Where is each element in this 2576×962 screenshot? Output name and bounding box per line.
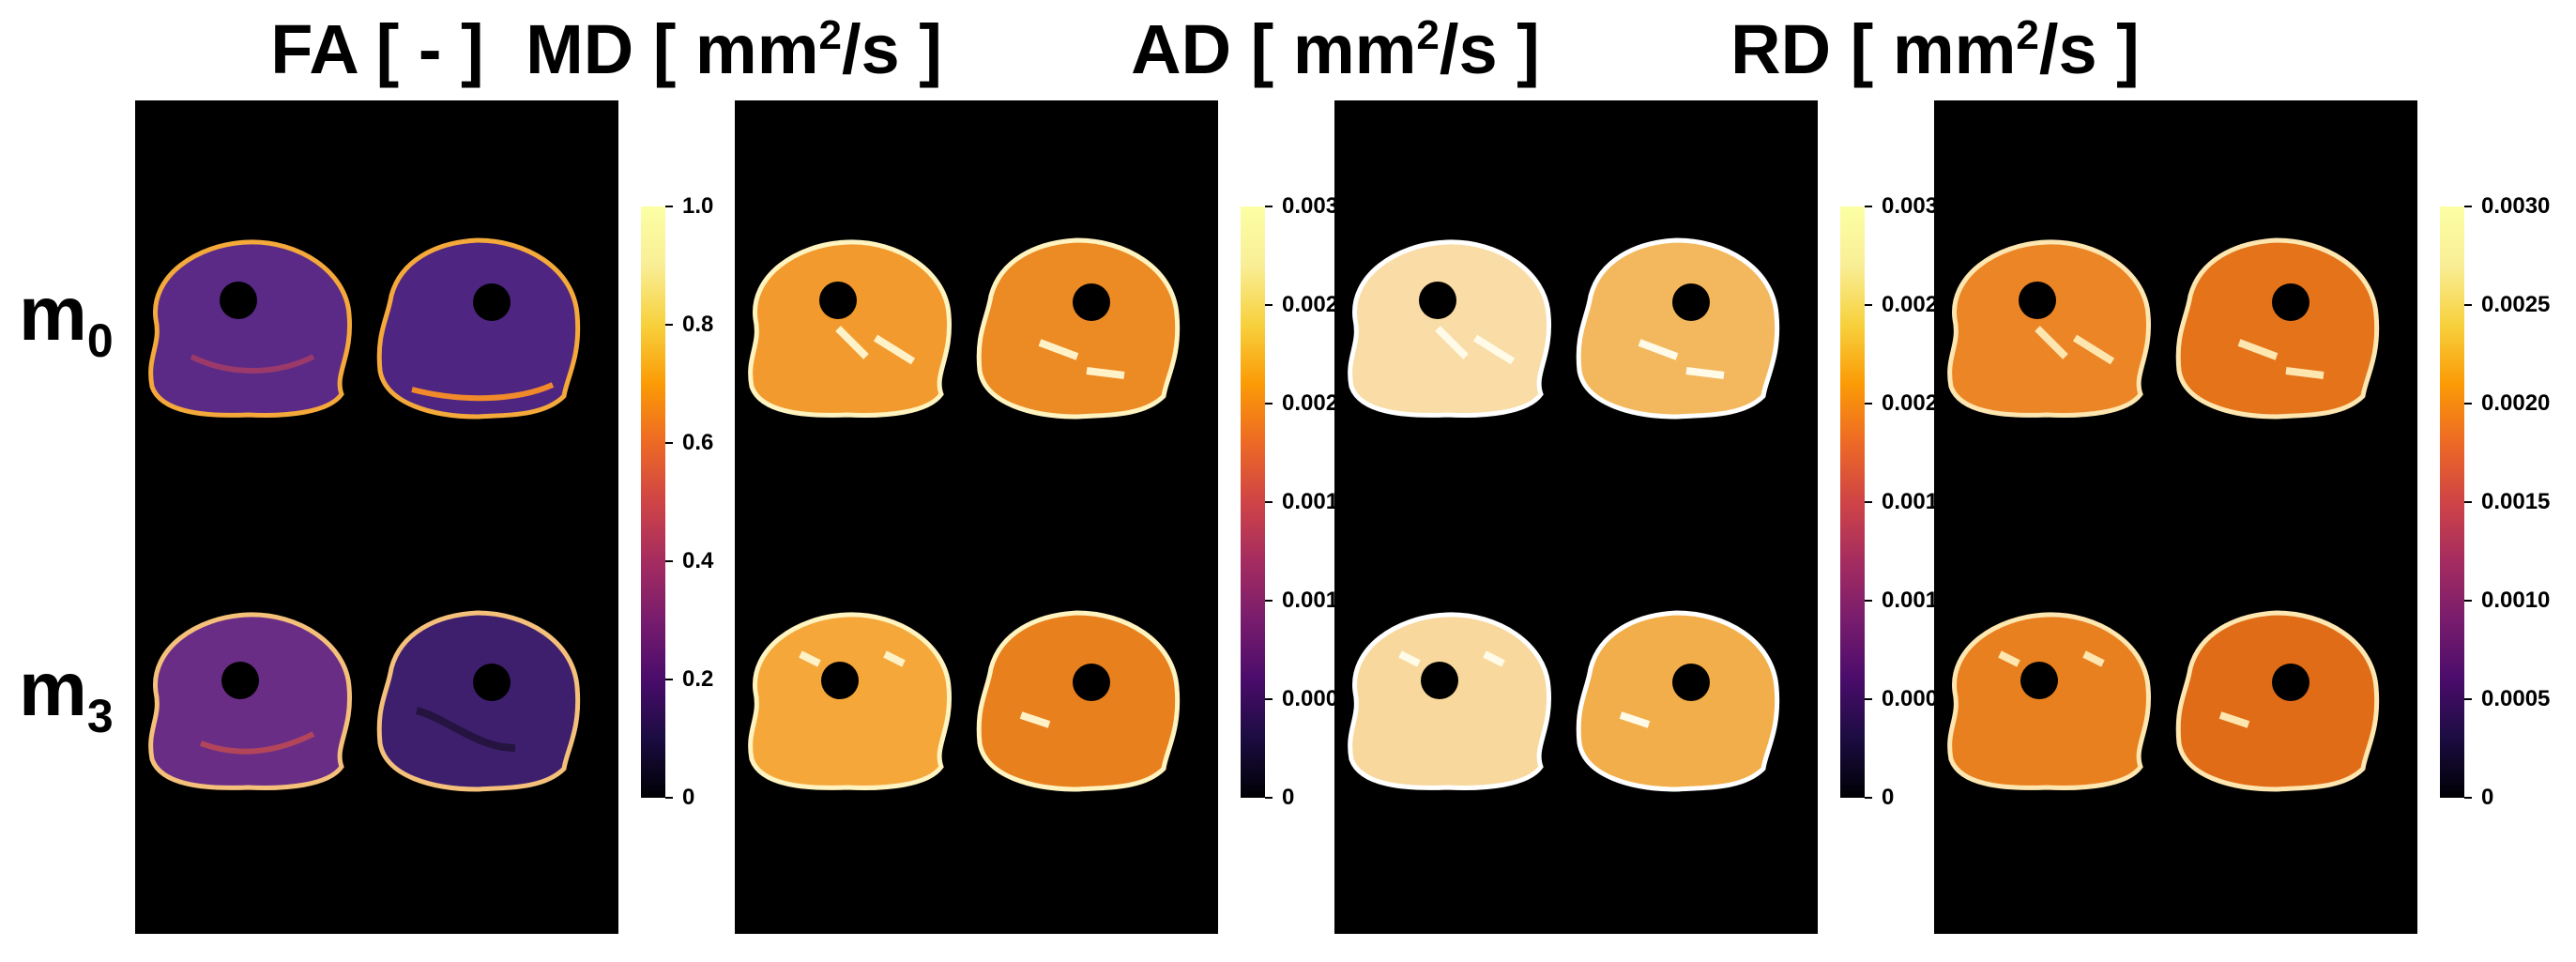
ad-m0-right-thigh bbox=[1578, 240, 1776, 417]
rd-tick: 0.0030 bbox=[2464, 192, 2550, 221]
md-title: MD [ mm2/s ] bbox=[434, 8, 1034, 92]
rd-tick: 0.0020 bbox=[2464, 389, 2550, 418]
md-image-panel bbox=[735, 100, 1218, 934]
rd-m0-right-thigh bbox=[2178, 240, 2376, 417]
fa-m3-left-thigh bbox=[151, 615, 350, 788]
md-m3-left-thigh bbox=[751, 615, 950, 788]
rd-colorbar-ticks: 0.0030 0.0025 0.0020 0.0015 0.0010 0.000… bbox=[2464, 206, 2576, 798]
ad-m3-right-thigh bbox=[1578, 613, 1776, 789]
fa-image-panel bbox=[135, 100, 618, 934]
rd-m3-left-thigh bbox=[1950, 615, 2149, 788]
rd-image-panel bbox=[1934, 100, 2417, 934]
md-tick: 0 bbox=[1265, 784, 1294, 812]
fa-tick: 0.8 bbox=[665, 311, 713, 339]
ad-m3-left-thigh bbox=[1350, 615, 1549, 788]
ad-colorbar bbox=[1840, 206, 1865, 798]
rd-m3-right-thigh bbox=[2178, 613, 2376, 789]
rd-tick: 0 bbox=[2464, 784, 2493, 812]
fa-tick: 1.0 bbox=[665, 192, 713, 221]
fa-tick: 0.4 bbox=[665, 547, 713, 575]
fa-m0-right-thigh bbox=[379, 240, 577, 417]
md-colorbar bbox=[1241, 206, 1265, 798]
fa-colorbar bbox=[641, 206, 665, 798]
rd-title: RD [ mm2/s ] bbox=[1635, 8, 2235, 92]
rd-colorbar bbox=[2440, 206, 2464, 798]
ad-tick: 0 bbox=[1865, 784, 1894, 812]
fa-tick: 0 bbox=[665, 784, 694, 812]
rd-tick: 0.0010 bbox=[2464, 587, 2550, 615]
fa-m3-right-thigh bbox=[379, 613, 577, 789]
rd-tick: 0.0015 bbox=[2464, 488, 2550, 516]
fa-m0-left-thigh bbox=[151, 242, 350, 416]
ad-m0-left-thigh bbox=[1350, 242, 1549, 416]
md-m0-left-thigh bbox=[751, 242, 950, 416]
row-label-m3: m3 bbox=[19, 648, 114, 732]
md-m3-right-thigh bbox=[979, 613, 1177, 789]
ad-image-panel bbox=[1334, 100, 1818, 934]
fa-tick: 0.2 bbox=[665, 665, 713, 694]
rd-tick: 0.0005 bbox=[2464, 685, 2550, 713]
rd-m0-left-thigh bbox=[1950, 242, 2149, 416]
row-label-m0: m0 bbox=[19, 272, 114, 357]
rd-tick: 0.0025 bbox=[2464, 291, 2550, 319]
ad-title: AD [ mm2/s ] bbox=[1035, 8, 1636, 92]
fa-tick: 0.6 bbox=[665, 429, 713, 457]
md-m0-right-thigh bbox=[979, 240, 1177, 417]
